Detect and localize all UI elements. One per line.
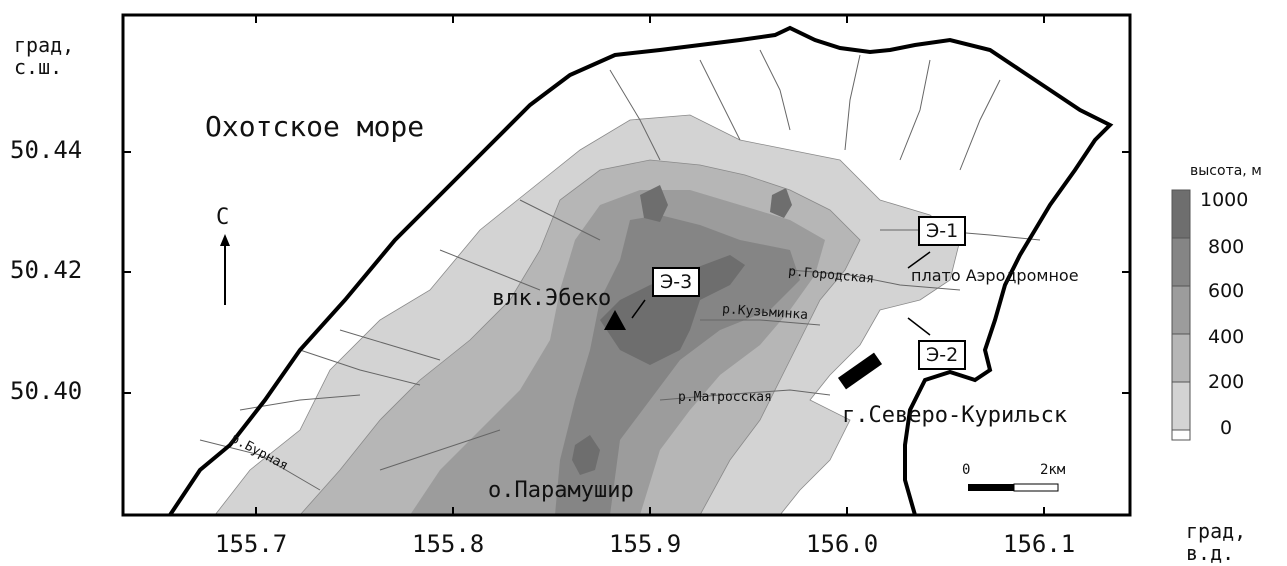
map-frame <box>121 13 1132 517</box>
contour-800 <box>555 215 800 515</box>
x-unit-line-1: град, <box>1186 519 1247 543</box>
legend-level-label: 0 <box>1220 417 1233 439</box>
coastline <box>168 25 1114 515</box>
legend-level-label: 400 <box>1208 326 1245 348</box>
axis-ticks <box>123 15 1130 515</box>
callout-e2: Э-2 <box>918 340 967 370</box>
x-tick-label: 155.9 <box>609 530 682 558</box>
callout-e1: Э-1 <box>918 216 967 246</box>
contour-1000-main <box>600 255 745 365</box>
y-unit-line-1: град, <box>14 33 75 57</box>
legend-bar <box>1171 189 1191 441</box>
x-unit-line-2: в.д. <box>1186 541 1235 565</box>
callout-e3: Э-3 <box>652 267 701 297</box>
x-tick-label: 155.7 <box>215 530 288 558</box>
legend-level-label: 200 <box>1208 371 1245 393</box>
contour-1000-peak-3 <box>572 435 600 475</box>
y-axis-unit: град, с.ш. <box>14 34 74 78</box>
plateau-label: плато Аэродромное <box>911 266 1079 285</box>
scale-bar-white <box>1013 483 1059 492</box>
scale-end-label: 2км <box>1040 462 1066 478</box>
x-tick-label: 155.8 <box>412 530 485 558</box>
x-tick-label: 156.0 <box>806 530 879 558</box>
rivers <box>199 49 1041 491</box>
north-label: С <box>216 205 230 230</box>
volcano-label: влк.Эбеко <box>492 286 612 311</box>
x-tick-label: 156.1 <box>1003 530 1076 558</box>
scale-start-label: 0 <box>962 462 971 478</box>
town-icon <box>837 352 883 390</box>
contour-1000-peak-1 <box>640 185 668 222</box>
town-label: г.Северо-Курильск <box>842 403 1068 428</box>
sea-label: Охотское море <box>205 110 425 143</box>
contour-lines <box>214 114 961 515</box>
x-axis-unit: град, в.д. <box>1186 520 1246 564</box>
river-label-matrosskaya: р.Матросская <box>678 390 772 405</box>
legend-title: высота, м <box>1190 163 1262 179</box>
legend-level-label: 600 <box>1208 280 1245 302</box>
y-tick-label: 50.40 <box>10 377 83 405</box>
island-label: о.Парамушир <box>488 478 634 503</box>
contour-1000-peak-2 <box>770 188 792 218</box>
volcano-icon <box>604 310 626 330</box>
legend-level-label: 1000 <box>1200 189 1249 211</box>
y-tick-label: 50.44 <box>10 136 83 164</box>
scale-bar-black <box>968 484 1014 491</box>
legend-level-label: 800 <box>1208 236 1245 258</box>
y-unit-line-2: с.ш. <box>14 55 63 79</box>
y-tick-label: 50.42 <box>10 256 83 284</box>
